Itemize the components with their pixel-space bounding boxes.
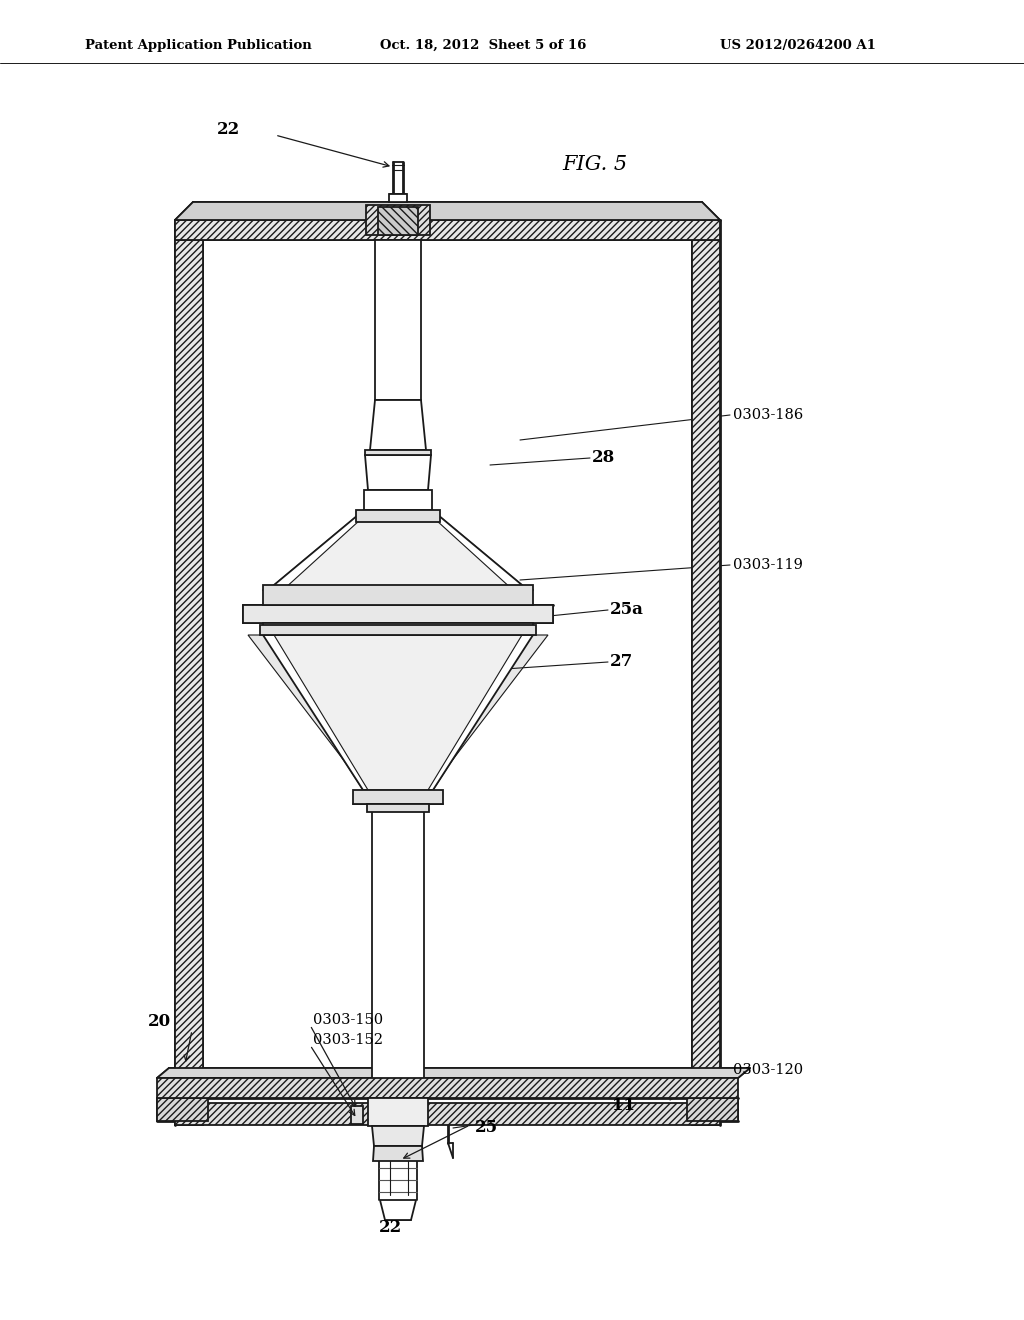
Polygon shape — [243, 605, 553, 623]
FancyBboxPatch shape — [356, 510, 440, 521]
Polygon shape — [372, 804, 424, 1100]
Polygon shape — [429, 635, 548, 775]
Polygon shape — [370, 400, 426, 450]
Text: 0303-186: 0303-186 — [733, 408, 803, 422]
Text: 0303-150: 0303-150 — [313, 1012, 383, 1027]
FancyBboxPatch shape — [367, 804, 429, 812]
Polygon shape — [378, 207, 418, 235]
Text: 20: 20 — [148, 1014, 171, 1031]
FancyBboxPatch shape — [263, 585, 534, 605]
FancyBboxPatch shape — [260, 624, 536, 635]
Text: 0303-120: 0303-120 — [733, 1063, 803, 1077]
Polygon shape — [274, 635, 522, 789]
Text: Patent Application Publication: Patent Application Publication — [85, 38, 311, 51]
Polygon shape — [248, 635, 367, 775]
Text: 25a: 25a — [610, 602, 644, 619]
Polygon shape — [380, 1200, 416, 1220]
FancyBboxPatch shape — [389, 194, 407, 202]
FancyBboxPatch shape — [353, 789, 443, 804]
Polygon shape — [157, 1098, 208, 1121]
Text: 22: 22 — [379, 1220, 401, 1237]
Text: 25: 25 — [475, 1119, 498, 1137]
Polygon shape — [175, 220, 720, 240]
Polygon shape — [157, 1078, 738, 1098]
Polygon shape — [175, 240, 203, 1125]
FancyBboxPatch shape — [368, 1098, 428, 1126]
Polygon shape — [365, 455, 431, 490]
FancyBboxPatch shape — [364, 490, 432, 510]
Polygon shape — [157, 1068, 750, 1078]
Text: 28: 28 — [592, 450, 615, 466]
Polygon shape — [687, 1098, 738, 1121]
Polygon shape — [375, 240, 421, 400]
Polygon shape — [366, 205, 430, 235]
Text: US 2012/0264200 A1: US 2012/0264200 A1 — [720, 38, 876, 51]
Text: FIG. 5: FIG. 5 — [562, 156, 628, 174]
Polygon shape — [268, 510, 528, 590]
Text: Oct. 18, 2012  Sheet 5 of 16: Oct. 18, 2012 Sheet 5 of 16 — [380, 38, 587, 51]
Text: 11: 11 — [612, 1097, 635, 1114]
Text: 0303-152: 0303-152 — [313, 1034, 383, 1047]
Polygon shape — [692, 240, 720, 1125]
FancyBboxPatch shape — [374, 1126, 422, 1146]
Polygon shape — [263, 635, 534, 789]
FancyBboxPatch shape — [263, 623, 534, 635]
Polygon shape — [373, 1146, 423, 1162]
Text: 27: 27 — [610, 653, 633, 671]
FancyBboxPatch shape — [365, 450, 431, 455]
Text: 0303-119: 0303-119 — [733, 558, 803, 572]
Polygon shape — [283, 510, 513, 590]
Polygon shape — [372, 1126, 424, 1146]
Polygon shape — [175, 202, 720, 220]
Polygon shape — [175, 1104, 720, 1125]
Text: 22: 22 — [217, 121, 240, 139]
FancyBboxPatch shape — [351, 1106, 362, 1125]
